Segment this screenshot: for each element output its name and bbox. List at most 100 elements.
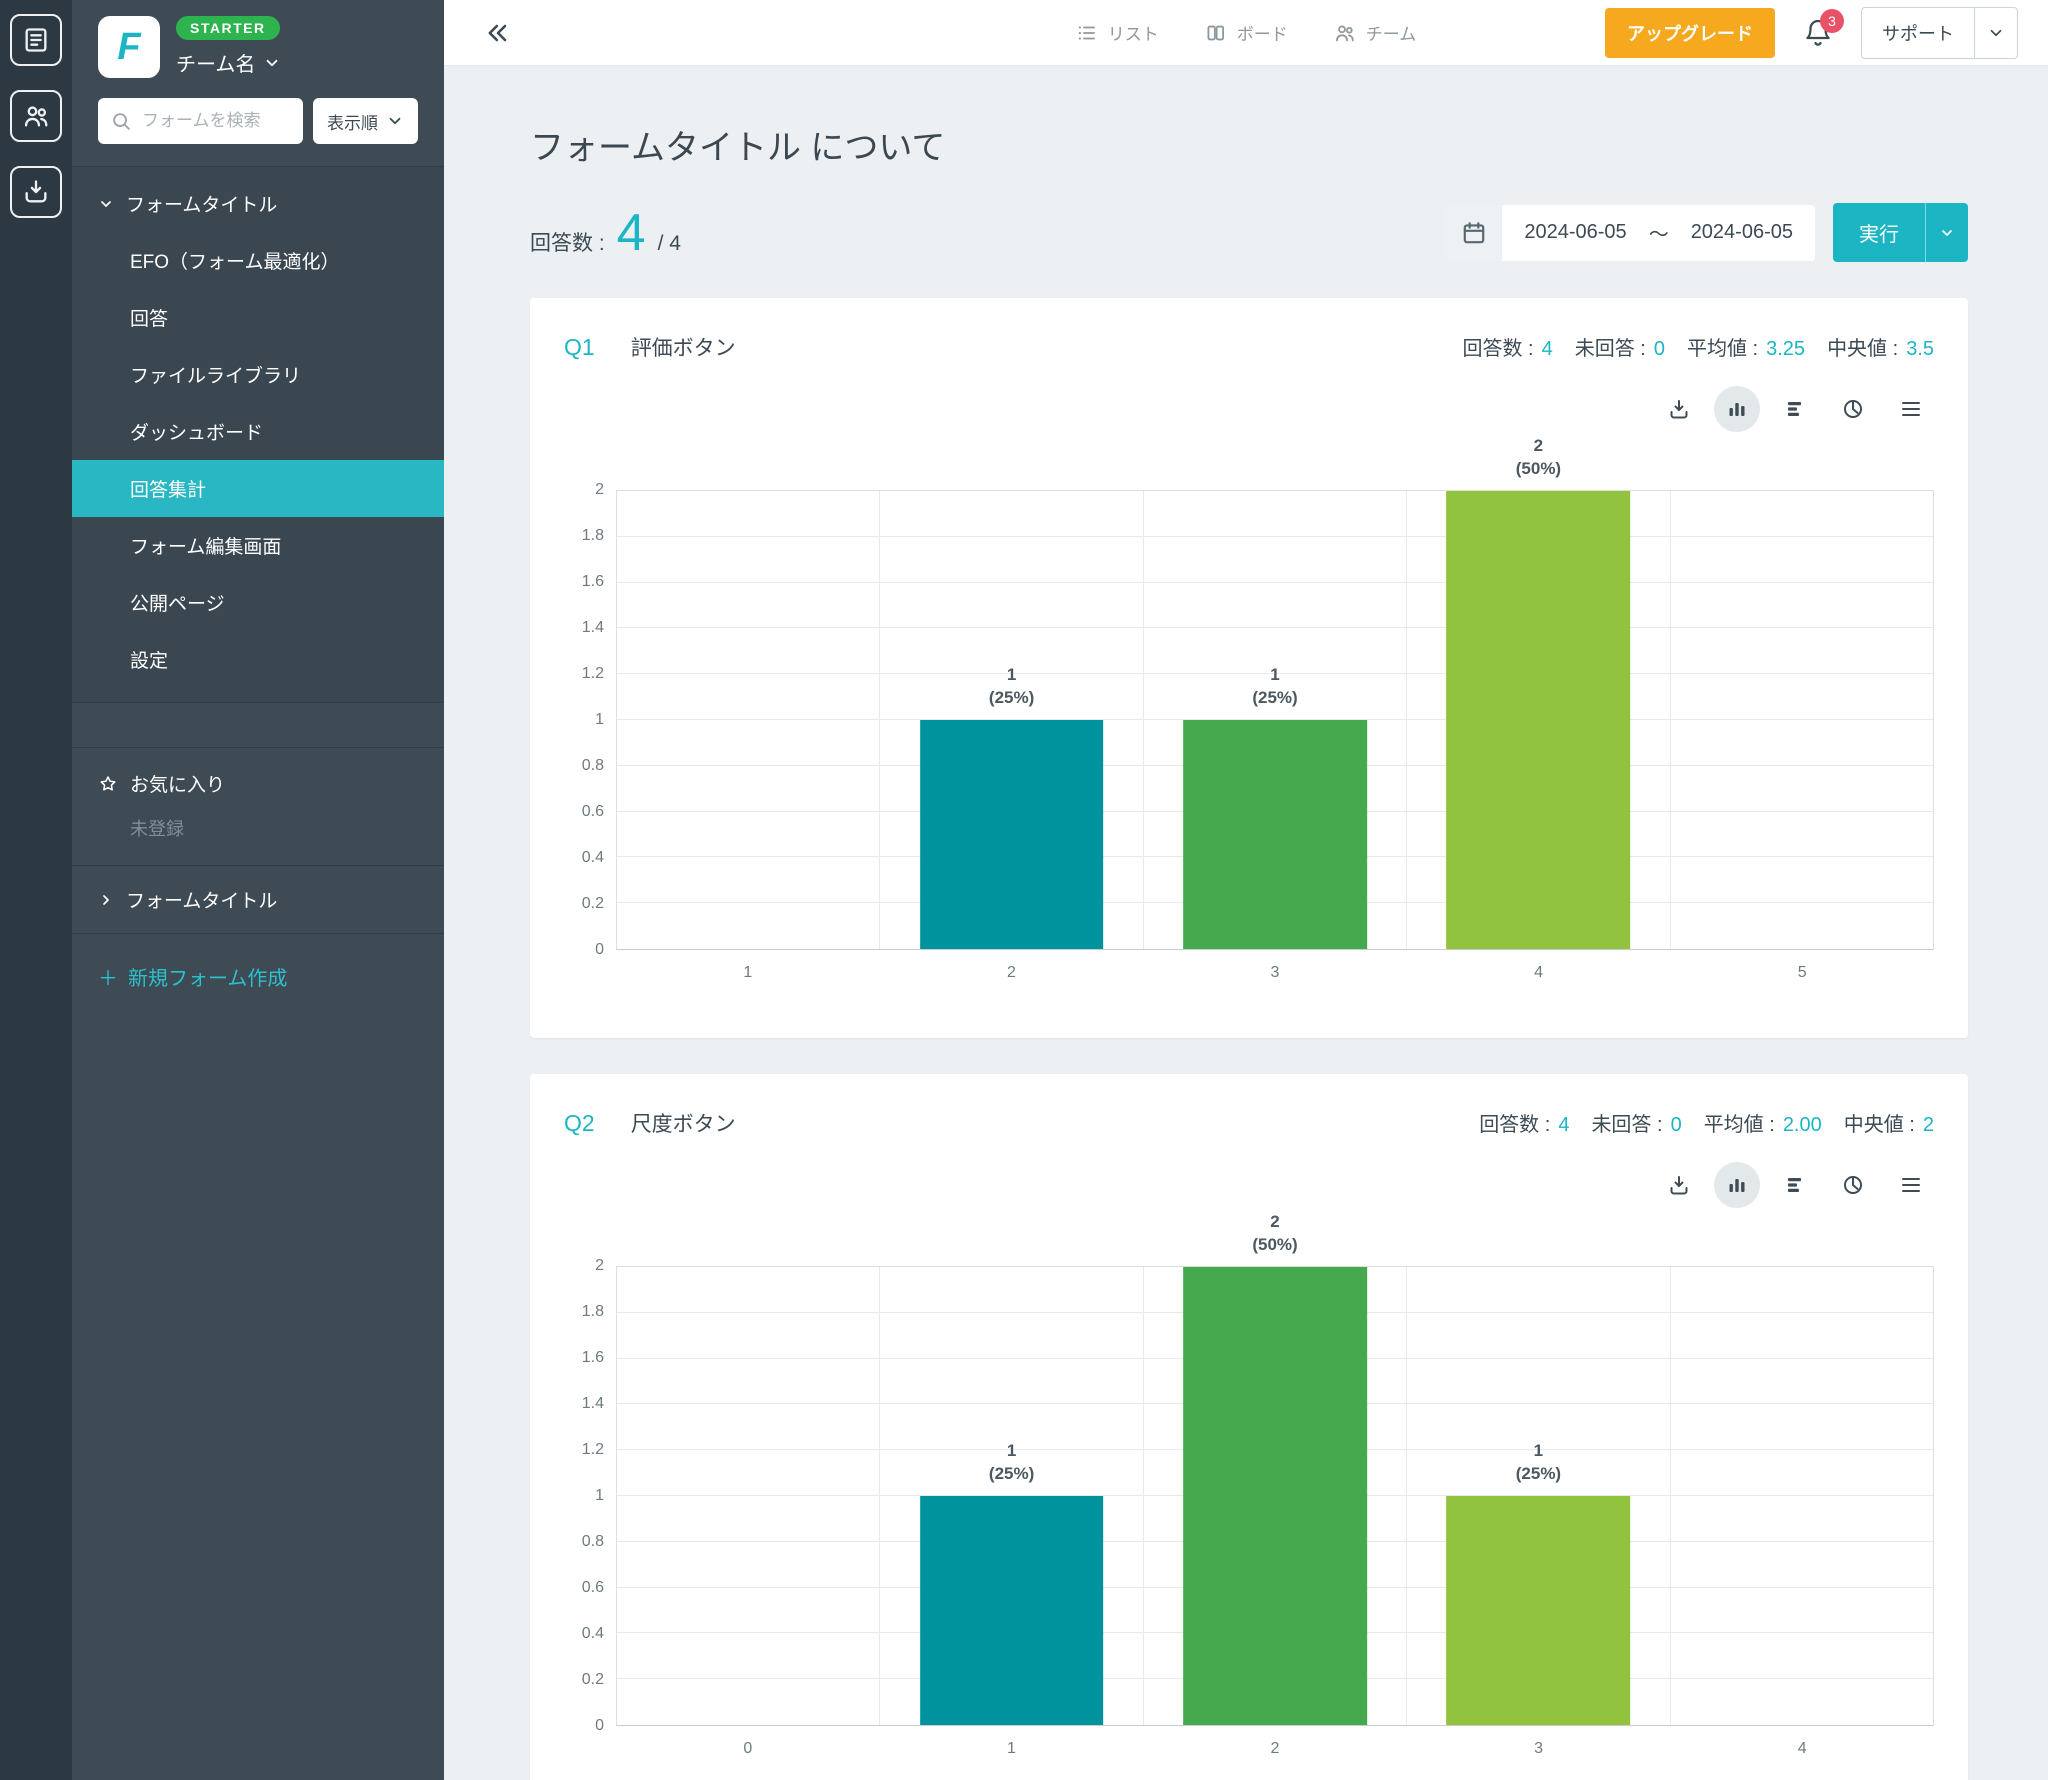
- calendar-button[interactable]: [1446, 205, 1502, 261]
- chart-column: 1(25%): [879, 1267, 1142, 1725]
- chevron-down-icon: [1987, 24, 2005, 42]
- table-view-button[interactable]: [1888, 1162, 1934, 1208]
- board-icon: [1205, 22, 1227, 44]
- y-tick-label: 1.2: [582, 1441, 604, 1459]
- question-header: Q2 尺度ボタン 回答数 :4 未回答 :0 平均値 :2.00 中央値 :2: [564, 1108, 1934, 1138]
- support-dropdown-toggle[interactable]: [1974, 8, 2017, 58]
- x-tick-label: 3: [1407, 1740, 1671, 1758]
- pie-chart-view-button[interactable]: [1830, 1162, 1876, 1208]
- date-to[interactable]: 2024-06-05: [1669, 221, 1815, 244]
- pie-chart-icon: [1841, 1173, 1865, 1197]
- run-dropdown-toggle[interactable]: [1925, 203, 1968, 262]
- bar: [1447, 1496, 1631, 1725]
- pie-chart-view-button[interactable]: [1830, 386, 1876, 432]
- list-lines-icon: [1899, 397, 1923, 421]
- chevron-down-icon: [263, 54, 281, 72]
- sidebar-item-settings[interactable]: 設定: [72, 631, 444, 688]
- sidebar-item-public-page[interactable]: 公開ページ: [72, 574, 444, 631]
- sidebar-item-form-editor[interactable]: フォーム編集画面: [72, 517, 444, 574]
- horizontal-bar-view-button[interactable]: [1772, 386, 1818, 432]
- x-tick-label: 1: [880, 1740, 1144, 1758]
- favorites-header[interactable]: お気に入り: [72, 756, 444, 811]
- y-tick-label: 1.4: [582, 619, 604, 637]
- run-split-button: 実行: [1833, 203, 1968, 262]
- team-name: チーム名: [176, 48, 255, 77]
- sort-order-button[interactable]: 表示順: [313, 98, 418, 144]
- y-tick-label: 0.6: [582, 803, 604, 821]
- y-tick-label: 1.8: [582, 1303, 604, 1321]
- download-chart-button[interactable]: [1656, 1162, 1702, 1208]
- sidebar-search-row: 表示順: [72, 88, 444, 166]
- x-tick-label: 1: [616, 964, 880, 982]
- bar: [1183, 720, 1367, 949]
- app-logo[interactable]: F: [98, 16, 160, 78]
- form-tree: フォームタイトル EFO（フォーム最適化） 回答 ファイルライブラリ ダッシュボ…: [72, 166, 444, 703]
- y-tick-label: 0: [595, 1717, 604, 1735]
- stat: 未回答 :0: [1591, 1108, 1681, 1137]
- upgrade-button[interactable]: アップグレード: [1605, 8, 1775, 58]
- download-icon: [1667, 1173, 1691, 1197]
- nav-forms-button[interactable]: [10, 14, 62, 66]
- topbar-right: アップグレード 3 サポート: [1605, 7, 2018, 59]
- chart-column: [1670, 491, 1933, 949]
- support-button[interactable]: サポート: [1862, 8, 1974, 58]
- bar-chart-view-button[interactable]: [1714, 386, 1760, 432]
- stat: 回答数 :4: [1463, 332, 1553, 361]
- logo-glyph: F: [117, 28, 140, 66]
- bar-chart: 00.20.40.60.811.21.41.61.82 1(25%)2(50%)…: [564, 1266, 1934, 1758]
- sidebar-item-file-library[interactable]: ファイルライブラリ: [72, 346, 444, 403]
- date-range-picker[interactable]: 2024-06-05 ～ 2024-06-05: [1446, 205, 1815, 261]
- chevron-right-icon: [98, 892, 114, 908]
- tab-board-view[interactable]: ボード: [1205, 20, 1288, 45]
- calendar-icon: [1461, 220, 1487, 246]
- chart-column: [617, 1267, 879, 1725]
- y-tick-label: 1.6: [582, 1349, 604, 1367]
- notifications-button[interactable]: 3: [1803, 18, 1833, 48]
- y-tick-label: 1.4: [582, 1395, 604, 1413]
- horizontal-bar-icon: [1783, 397, 1807, 421]
- chevron-down-icon: [98, 196, 114, 212]
- bar-value-label: 1(25%): [989, 1440, 1034, 1486]
- x-tick-label: 4: [1670, 1740, 1934, 1758]
- question-card-q1: Q1 評価ボタン 回答数 :4 未回答 :0 平均値 :3.25 中央値 :3.…: [530, 298, 1968, 1038]
- date-from[interactable]: 2024-06-05: [1502, 221, 1648, 244]
- bar-chart: 00.20.40.60.811.21.41.61.82 1(25%)1(25%)…: [564, 490, 1934, 982]
- sidebar-item-collapsed-form[interactable]: フォームタイトル: [72, 866, 444, 934]
- x-axis: 01234: [616, 1740, 1934, 1758]
- table-view-button[interactable]: [1888, 386, 1934, 432]
- sidebar-item-answers[interactable]: 回答: [72, 289, 444, 346]
- sidebar-item-answer-summary[interactable]: 回答集計: [72, 460, 444, 517]
- y-tick-label: 2: [595, 1257, 604, 1275]
- bar-chart-icon: [1725, 397, 1749, 421]
- search-icon: [110, 110, 132, 132]
- sidebar-item-efo[interactable]: EFO（フォーム最適化）: [72, 232, 444, 289]
- collapse-sidebar-button[interactable]: [484, 19, 512, 47]
- bar-value-label: 1(25%): [989, 664, 1034, 710]
- answers-summary: 回答数 : 4 / 4: [530, 207, 681, 259]
- bar-value-label: 2(50%): [1252, 1211, 1297, 1257]
- download-chart-button[interactable]: [1656, 386, 1702, 432]
- horizontal-bar-view-button[interactable]: [1772, 1162, 1818, 1208]
- bar: [1447, 491, 1631, 949]
- team-switcher[interactable]: チーム名: [176, 48, 281, 77]
- inbox-icon: [22, 178, 50, 206]
- sidebar-item-dashboard[interactable]: ダッシュボード: [72, 403, 444, 460]
- plot-area: 1(25%)2(50%)1(25%): [616, 1266, 1934, 1726]
- run-button[interactable]: 実行: [1833, 203, 1925, 262]
- chart-toolbar: [564, 1162, 1934, 1208]
- favorites-empty-text: 未登録: [72, 811, 444, 855]
- chevron-down-icon: [386, 112, 404, 130]
- tab-list-view[interactable]: リスト: [1076, 20, 1159, 45]
- question-card-q2: Q2 尺度ボタン 回答数 :4 未回答 :0 平均値 :2.00 中央値 :2 …: [530, 1074, 1968, 1780]
- nav-inbox-button[interactable]: [10, 166, 62, 218]
- chart-column: 1(25%): [1406, 1267, 1669, 1725]
- tree-parent-form[interactable]: フォームタイトル: [72, 175, 444, 232]
- form-icon: [22, 26, 50, 54]
- bar-chart-view-button[interactable]: [1714, 1162, 1760, 1208]
- horizontal-bar-icon: [1783, 1173, 1807, 1197]
- topbar: リスト ボード チーム アップグレード 3 サポート: [444, 0, 2048, 66]
- nav-members-button[interactable]: [10, 90, 62, 142]
- new-form-button[interactable]: ＋ 新規フォーム作成: [72, 934, 444, 1019]
- search-box: [98, 98, 303, 144]
- tab-team-view[interactable]: チーム: [1334, 20, 1417, 45]
